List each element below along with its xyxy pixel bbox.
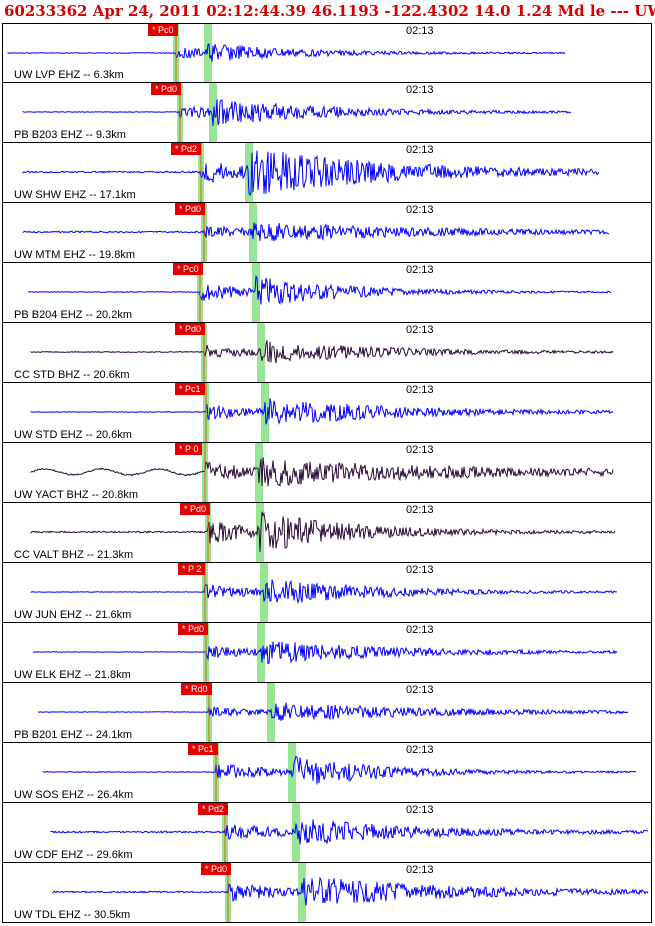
s-arrival-band	[260, 563, 268, 622]
trace-panel[interactable]: * Pd0 02:13 CC VALT BHZ -- 21.3km	[2, 503, 652, 563]
phase-pick-flag[interactable]: * P 2	[178, 563, 206, 575]
time-tick-label: 02:13	[406, 564, 434, 576]
seismogram-panel-list: * Pc0 02:13 UW LVP EHZ -- 6.3km * Pd0 02:13 P…	[2, 23, 652, 924]
station-label: CC STD BHZ -- 20.6km	[12, 369, 132, 381]
trace-panel[interactable]: * Rd0 02:13 PB B201 EHZ -- 24.1km	[2, 683, 652, 743]
time-tick-label: 02:13	[406, 384, 434, 396]
time-tick-label: 02:13	[406, 264, 434, 276]
phase-pick-flag[interactable]: * Pd0	[201, 863, 232, 875]
waveform-line	[30, 579, 618, 605]
time-tick-label: 02:13	[406, 25, 434, 37]
waveform-line	[37, 702, 629, 721]
trace-panel[interactable]: * Pc0 02:13 UW LVP EHZ -- 6.3km	[2, 23, 652, 83]
trace-panel[interactable]: * Pd0 02:13 PB B203 EHZ -- 9.3km	[2, 83, 652, 143]
time-tick-label: 02:13	[406, 864, 434, 876]
time-tick-label: 02:13	[406, 624, 434, 636]
trace-panel[interactable]: * Pd2 02:13 UW SHW EHZ -- 17.1km	[2, 143, 652, 203]
station-label: UW MTM EHZ -- 19.8km	[12, 249, 137, 261]
phase-pick-flag[interactable]: * Pd0	[175, 203, 206, 215]
trace-panel[interactable]: * Pd2 02:13 UW CDF EHZ -- 29.6km	[2, 803, 652, 863]
phase-pick-flag[interactable]: * Pc1	[175, 383, 205, 395]
station-label: UW SHW EHZ -- 17.1km	[12, 189, 138, 201]
station-label: PB B201 EHZ -- 24.1km	[12, 729, 134, 741]
time-tick-label: 02:13	[406, 684, 434, 696]
time-tick-label: 02:13	[406, 144, 434, 156]
station-label: UW YACT BHZ -- 20.8km	[12, 489, 141, 501]
time-tick-label: 02:13	[406, 204, 434, 216]
phase-pick-flag[interactable]: * Pd0	[178, 623, 209, 635]
phase-pick-flag[interactable]: * Rd0	[181, 683, 212, 695]
station-label: UW LVP EHZ -- 6.3km	[12, 69, 126, 81]
station-label: UW ELK EHZ -- 21.8km	[12, 669, 133, 681]
s-arrival-band	[209, 83, 217, 142]
s-arrival-band	[292, 803, 300, 862]
waveform-line	[30, 511, 616, 552]
waveform-line	[30, 340, 614, 364]
phase-pick-flag[interactable]: * Pd0	[151, 83, 182, 95]
station-label: UW STD EHZ -- 20.6km	[12, 429, 134, 441]
trace-panel[interactable]: * P 0 02:13 UW YACT BHZ -- 20.8km	[2, 443, 652, 503]
time-tick-label: 02:13	[406, 324, 434, 336]
waveform-line	[22, 150, 600, 197]
s-arrival-band	[245, 143, 253, 202]
trace-panel[interactable]: * Pc1 02:13 UW STD EHZ -- 20.6km	[2, 383, 652, 443]
time-tick-label: 02:13	[406, 504, 434, 516]
event-header: 60233362 Apr 24, 2011 02:12:44.39 46.119…	[4, 2, 655, 20]
trace-panel[interactable]: * Pc0 02:13 PB B204 EHZ -- 20.2km	[2, 263, 652, 323]
waveform-line	[30, 398, 614, 425]
s-arrival-band	[256, 503, 264, 562]
station-label: CC VALT BHZ -- 21.3km	[12, 549, 136, 561]
station-label: UW JUN EHZ -- 21.6km	[12, 609, 134, 621]
seismogram-trace	[30, 383, 614, 442]
s-arrival-band	[298, 863, 306, 922]
phase-pick-flag[interactable]: * Pd0	[175, 323, 206, 335]
trace-panel[interactable]: * Pd0 02:13 UW MTM EHZ -- 19.8km	[2, 203, 652, 263]
station-label: UW CDF EHZ -- 29.6km	[12, 849, 135, 861]
phase-pick-flag[interactable]: * Pc0	[173, 263, 203, 275]
s-arrival-band	[288, 743, 296, 802]
trace-panel[interactable]: * Pd0 02:13 CC STD BHZ -- 20.6km	[2, 323, 652, 383]
time-tick-label: 02:13	[406, 744, 434, 756]
station-label: UW SOS EHZ -- 26.4km	[12, 789, 136, 801]
phase-pick-flag[interactable]: * Pc1	[188, 743, 218, 755]
trace-panel[interactable]: * Pc1 02:13 UW SOS EHZ -- 26.4km	[2, 743, 652, 803]
waveform-line	[52, 876, 649, 906]
waveform-line	[30, 457, 614, 488]
s-arrival-band	[255, 443, 263, 502]
waveform-line	[42, 755, 637, 785]
station-label: UW TDL EHZ -- 30.5km	[12, 909, 133, 921]
time-tick-label: 02:13	[406, 444, 434, 456]
waveform-line	[22, 222, 610, 242]
waveform-line	[50, 819, 649, 845]
station-label: PB B204 EHZ -- 20.2km	[12, 309, 134, 321]
trace-panel[interactable]: * Pd0 02:13 UW TDL EHZ -- 30.5km	[2, 863, 652, 923]
trace-panel[interactable]: * Pd0 02:13 UW ELK EHZ -- 21.8km	[2, 623, 652, 683]
phase-pick-flag[interactable]: * Pd0	[180, 503, 211, 515]
waveform-line	[27, 275, 612, 305]
seismogram-trace	[30, 443, 614, 502]
time-tick-label: 02:13	[406, 84, 434, 96]
trace-panel[interactable]: * P 2 02:13 UW JUN EHZ -- 21.6km	[2, 563, 652, 623]
time-tick-label: 02:13	[406, 804, 434, 816]
s-arrival-band	[204, 24, 212, 82]
phase-pick-flag[interactable]: * Pd2	[198, 803, 229, 815]
waveform-line	[7, 43, 566, 62]
station-label: PB B203 EHZ -- 9.3km	[12, 129, 128, 141]
waveform-line	[22, 99, 572, 126]
s-arrival-band	[252, 263, 260, 322]
phase-pick-flag[interactable]: * Pc0	[148, 24, 178, 36]
phase-pick-flag[interactable]: * P 0	[175, 443, 203, 455]
waveform-line	[32, 641, 618, 664]
phase-pick-flag[interactable]: * Pd2	[171, 143, 202, 155]
